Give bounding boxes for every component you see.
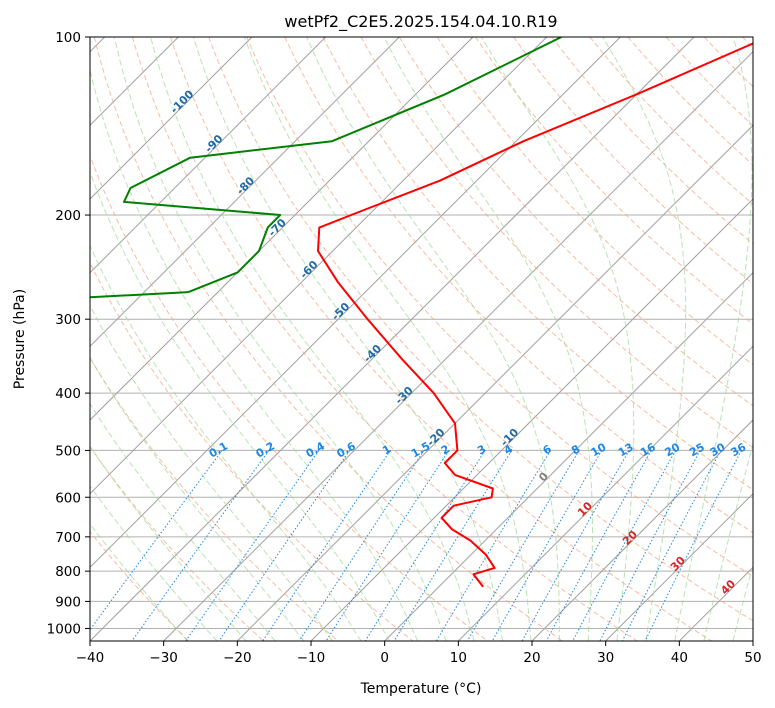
y-tick-label: 200 xyxy=(55,208,81,224)
y-tick-label: 100 xyxy=(55,30,81,46)
dry-adiabat-line xyxy=(90,154,488,641)
dry-adiabat-line xyxy=(627,37,753,166)
isotherm-line xyxy=(384,271,753,641)
mixing-ratio-line xyxy=(572,450,676,641)
sounding-series xyxy=(90,37,753,588)
temperature-profile xyxy=(317,42,753,588)
moist-adiabat-line xyxy=(674,37,753,641)
mixing-ratio-line xyxy=(491,450,603,641)
mixing-ratio-line xyxy=(644,450,742,641)
x-tick-label: 40 xyxy=(671,650,688,666)
x-tick-label: 10 xyxy=(450,650,467,666)
chart-title: wetPf2_C2E5.2025.154.04.10.R19 xyxy=(284,12,557,32)
dry-adiabat-line xyxy=(551,37,753,245)
dry-adiabat-line xyxy=(322,37,753,491)
mixing-ratio-line xyxy=(621,450,722,641)
y-tick-label: 600 xyxy=(55,490,81,506)
dry-adiabat-line xyxy=(398,37,753,407)
y-tick-label: 900 xyxy=(55,594,81,610)
dry-adiabat-line xyxy=(93,37,563,641)
x-tick-label: 0 xyxy=(380,650,389,666)
dry-adiabat-line xyxy=(436,37,753,366)
y-tick-label: 700 xyxy=(55,530,81,546)
moist-adiabat-line xyxy=(90,67,419,641)
moist-adiabat-line xyxy=(480,37,635,641)
y-tick-label: 1000 xyxy=(47,621,81,637)
isotherm-line xyxy=(90,37,621,569)
x-tick-label: −20 xyxy=(223,650,252,666)
isotherm-line xyxy=(163,50,753,641)
x-tick-label: 50 xyxy=(744,650,761,666)
mixing-ratio-lines xyxy=(90,450,742,641)
mixing-ratio-line xyxy=(298,450,425,641)
x-tick-label: −10 xyxy=(297,650,326,666)
mixing-ratio-line xyxy=(185,450,320,641)
isotherm-line xyxy=(531,419,753,641)
moist-adiabat-line xyxy=(90,523,189,641)
y-axis-title: Pressure (hPa) xyxy=(12,289,28,389)
y-tick-label: 800 xyxy=(55,564,81,580)
x-tick-label: −30 xyxy=(149,650,178,666)
mixing-ratio-line xyxy=(218,450,351,641)
isotherm-line xyxy=(90,37,327,274)
mixing-ratio-line xyxy=(521,450,630,641)
dry-adiabat-line xyxy=(208,37,753,622)
dry-adiabat-line xyxy=(90,261,414,641)
dry-adiabat-line xyxy=(360,37,753,449)
dry-adiabat-line xyxy=(513,37,753,285)
moist-adiabat-line xyxy=(602,37,687,641)
isotherm-line xyxy=(236,124,753,641)
dry-adiabats xyxy=(90,37,753,641)
dry-adiabat-line xyxy=(170,37,712,641)
mixing-ratio-line xyxy=(90,450,223,631)
mixing-ratio-line xyxy=(393,450,513,641)
moist-adiabat-line xyxy=(90,485,218,641)
moist-adiabat-line xyxy=(243,37,532,641)
isotherm-line xyxy=(90,37,548,495)
moist-adiabat-line xyxy=(90,304,334,641)
y-tick-label: 300 xyxy=(55,312,81,328)
mixing-ratio-line xyxy=(545,450,652,641)
isotherm-line xyxy=(605,492,753,641)
dewpoint-profile xyxy=(90,37,562,299)
dry-adiabat-line xyxy=(90,357,339,641)
isotherm-line xyxy=(90,37,474,421)
mixing-ratio-line xyxy=(325,450,450,641)
moist-adiabat-line xyxy=(150,37,475,641)
dry-adiabat-line xyxy=(246,37,753,577)
x-tick-label: 30 xyxy=(597,650,614,666)
moist-adiabat-line xyxy=(306,37,561,641)
isotherm-line xyxy=(457,345,753,641)
dry-adiabat-line xyxy=(90,445,264,641)
y-tick-label: 400 xyxy=(55,386,81,402)
x-tick-label: −40 xyxy=(76,650,105,666)
x-tick-label: 20 xyxy=(523,650,540,666)
isotherm-gridlines xyxy=(90,37,753,641)
moist-adiabat-line xyxy=(90,170,391,641)
x-axis-ticks: −40 −30 −20 −10 0 10 20 30 40 50 xyxy=(76,641,762,666)
isotherm-line xyxy=(90,37,400,348)
dry-adiabat-line xyxy=(131,37,638,641)
isobar-gridlines xyxy=(90,37,753,629)
mixing-ratio-line xyxy=(131,450,270,641)
moist-adiabat-line xyxy=(90,356,305,641)
isotherm-line xyxy=(90,37,253,200)
y-tick-label: 500 xyxy=(55,443,81,459)
mixing-ratio-line xyxy=(364,450,486,641)
moist-adiabat-line xyxy=(90,445,247,641)
moist-adiabat-line xyxy=(383,37,593,641)
x-axis-title: Temperature (°C) xyxy=(360,681,482,697)
plot-frame xyxy=(89,36,754,642)
y-axis-ticks: 100 200 300 400 500 600 700 800 900 1000 xyxy=(47,30,90,637)
mixing-ratio-line xyxy=(599,450,701,641)
